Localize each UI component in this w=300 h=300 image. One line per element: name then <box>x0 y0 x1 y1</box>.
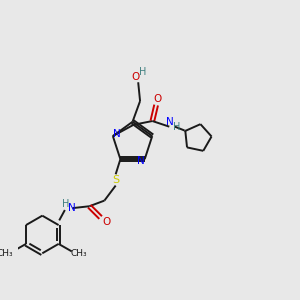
Text: H: H <box>173 122 181 132</box>
Text: CH₃: CH₃ <box>0 249 14 258</box>
Text: H: H <box>62 200 70 209</box>
Text: CH₃: CH₃ <box>71 249 88 258</box>
Text: O: O <box>153 94 161 104</box>
Text: N: N <box>137 156 145 166</box>
Text: N: N <box>167 117 174 127</box>
Text: N: N <box>113 129 121 139</box>
Text: O: O <box>102 217 110 227</box>
Text: H: H <box>139 67 147 77</box>
Text: S: S <box>112 175 119 185</box>
Text: N: N <box>68 203 75 213</box>
Text: O: O <box>131 72 140 82</box>
